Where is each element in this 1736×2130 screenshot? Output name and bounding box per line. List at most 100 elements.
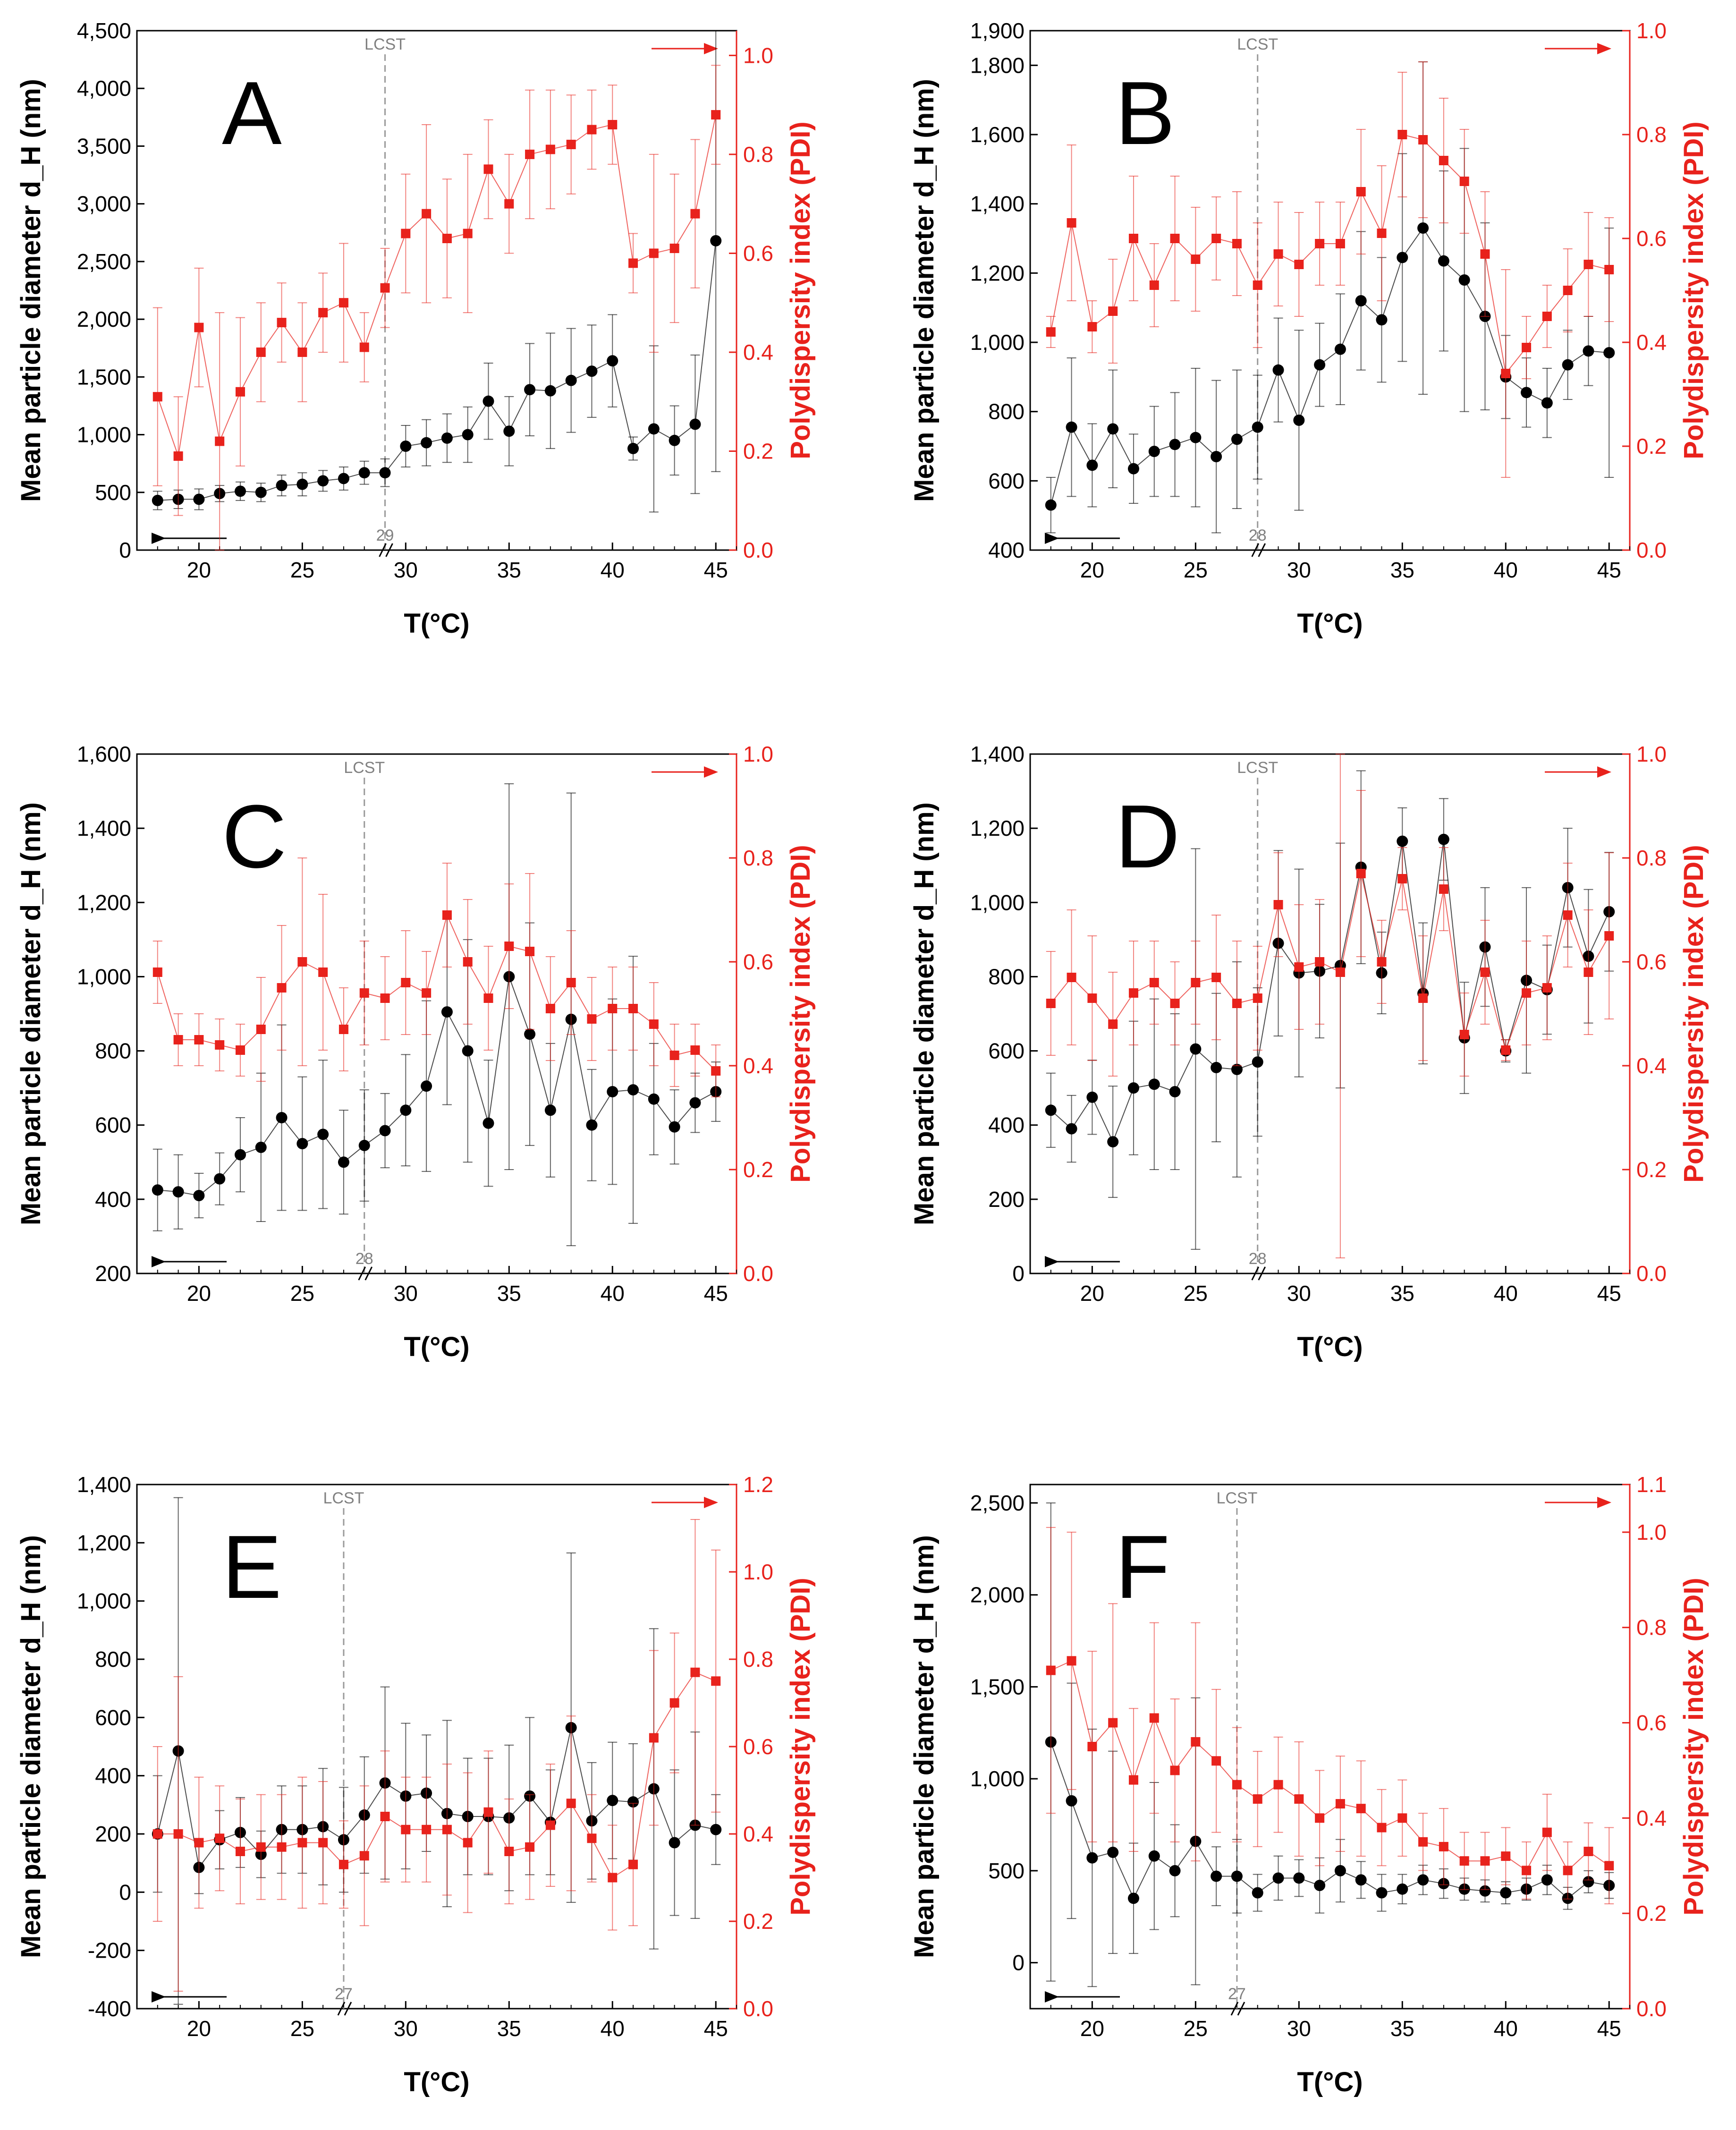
- pdi-point: [1294, 1794, 1304, 1804]
- pdi-point: [1128, 988, 1138, 998]
- y-tick-label: 2,000: [970, 1583, 1025, 1607]
- pdi-point: [1542, 983, 1552, 993]
- pdi-point: [690, 209, 700, 219]
- pdi-point: [1170, 234, 1180, 243]
- diameter-point: [1417, 1874, 1429, 1886]
- lcst-value-label: 28: [1249, 526, 1267, 544]
- y2-tick-label: 0.6: [1636, 1711, 1667, 1735]
- diameter-point: [1438, 255, 1449, 267]
- x-axis-title: T(°C): [404, 1332, 469, 1362]
- y2-tick-label: 1.0: [1636, 18, 1667, 43]
- pdi-point: [1046, 999, 1056, 1008]
- pdi-point: [401, 1825, 411, 1834]
- diameter-point: [421, 1080, 432, 1092]
- series-line: [1050, 1660, 1609, 1872]
- panel-letter: A: [222, 63, 282, 163]
- pdi-point: [173, 1829, 183, 1839]
- diameter-point: [1148, 1850, 1160, 1862]
- diameter-point: [379, 467, 391, 479]
- pdi-point: [277, 1842, 287, 1852]
- pdi-point: [1584, 260, 1593, 269]
- series-line: [157, 114, 717, 457]
- pdi-point: [669, 1698, 679, 1708]
- lcst-value-label: 29: [376, 526, 394, 544]
- diameter-point: [1231, 1063, 1243, 1075]
- diameter-point: [1148, 446, 1160, 457]
- x-tick-label: 35: [1390, 1281, 1414, 1306]
- pdi-point: [608, 120, 618, 130]
- diameter-point: [524, 384, 536, 396]
- pdi-point: [525, 149, 535, 159]
- x-tick-label: 25: [1184, 1281, 1208, 1306]
- diameter-point: [1107, 423, 1119, 435]
- pdi-point: [1046, 327, 1056, 337]
- x-tick-label: 45: [704, 558, 728, 582]
- y-tick-label: 1,500: [77, 365, 131, 389]
- pdi-point: [1418, 1837, 1428, 1847]
- lcst-label: LCST: [344, 759, 385, 777]
- pdi-point: [1522, 343, 1532, 352]
- y-tick-label: 2,000: [77, 307, 131, 331]
- diameter-point: [607, 1086, 618, 1097]
- pdi-point: [1315, 1813, 1325, 1823]
- diameter-point: [1583, 345, 1594, 357]
- y-tick-label: 500: [95, 480, 131, 505]
- axis-break-mark: [1251, 543, 1266, 557]
- pdi-point: [339, 298, 348, 308]
- pdi-point: [1459, 1030, 1469, 1039]
- axis-break-mark: [379, 543, 393, 557]
- diameter-point: [317, 1129, 329, 1140]
- pdi-point: [1439, 156, 1448, 165]
- diameter-point: [627, 1796, 639, 1808]
- pdi-point: [359, 988, 369, 998]
- axis-break-mark: [1230, 2002, 1245, 2016]
- x-tick-label: 45: [704, 2016, 728, 2041]
- y2-tick-label: 0.8: [743, 1647, 773, 1672]
- series-line: [157, 976, 716, 1197]
- y-tick-label: 4,500: [77, 18, 131, 43]
- pdi-point: [587, 125, 597, 135]
- x-tick-label: 40: [601, 558, 625, 582]
- x-axis-title: T(°C): [1297, 1332, 1363, 1362]
- pdi-point: [587, 1833, 597, 1843]
- diameter-point: [193, 493, 205, 505]
- y2-tick-label: 0.8: [743, 142, 773, 167]
- chart-panel-F: 20 25 30 35 40 45 0 500 1,000 1,500 2,000 2,500 0.0 0…: [909, 1472, 1709, 2097]
- pdi-point: [690, 1045, 700, 1055]
- diameter-point: [338, 1156, 349, 1168]
- y2-tick-label: 0.8: [1636, 846, 1667, 870]
- x-tick-label: 25: [290, 2016, 314, 2041]
- pdi-point: [504, 199, 514, 209]
- pdi-point: [1604, 1861, 1614, 1871]
- y-tick-label: 1,200: [970, 816, 1025, 840]
- diameter-point: [1458, 274, 1470, 286]
- pdi-point: [711, 1066, 721, 1076]
- series-line: [1050, 227, 1609, 505]
- lcst-label: LCST: [364, 35, 406, 53]
- pdi-point: [1439, 1841, 1448, 1851]
- y-tick-label: 600: [988, 1039, 1025, 1063]
- diameter-point: [1479, 1885, 1491, 1897]
- y-tick-label: 500: [988, 1858, 1025, 1883]
- diameter-point: [607, 1795, 618, 1807]
- pdi-point: [277, 318, 287, 328]
- series-line: [157, 240, 717, 501]
- pdi-point: [1108, 1019, 1118, 1029]
- pdi-point: [1294, 260, 1304, 269]
- y2-tick-label: 0.4: [1636, 1806, 1667, 1830]
- y-tick-label: 3,500: [77, 134, 131, 158]
- x-tick-label: 30: [394, 558, 418, 582]
- diameter-point: [1252, 1056, 1263, 1068]
- x-tick-label: 20: [187, 1281, 211, 1306]
- y2-axis-title: Polydispersity index (PDI): [1678, 121, 1709, 459]
- diameter-point: [1107, 1136, 1119, 1148]
- pdi-point: [339, 1859, 348, 1869]
- diameter-point: [710, 1824, 722, 1835]
- diameter-point: [1500, 1887, 1512, 1899]
- y2-tick-label: 0.0: [1636, 1261, 1667, 1286]
- pdi-point: [1522, 988, 1532, 998]
- diameter-point: [1169, 1865, 1181, 1876]
- pdi-point: [235, 1847, 245, 1856]
- diameter-point: [400, 441, 412, 452]
